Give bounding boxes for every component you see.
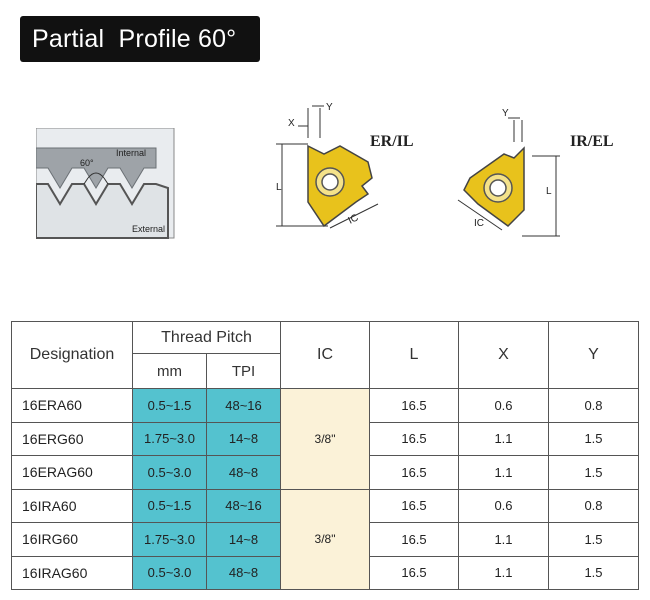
cell-l: 16.5 [369, 421, 459, 456]
cell-x: 0.6 [458, 488, 549, 523]
cell-mm: 1.75~3.0 [132, 421, 207, 456]
ir-dim-l: L [546, 186, 552, 197]
cell-y: 1.5 [548, 555, 639, 590]
cell-l: 16.5 [369, 388, 459, 423]
cell-designation: 16IRG60 [11, 522, 133, 557]
cell-mm: 0.5~3.0 [132, 555, 207, 590]
cell-designation: 16ERAG60 [11, 455, 133, 490]
header-mm: mm [132, 353, 207, 389]
spec-table: Designation Thread Pitch IC L X Y mm TPI… [11, 321, 639, 590]
header-x: X [458, 321, 549, 389]
cell-x: 1.1 [458, 421, 549, 456]
er-dim-ic: IC [346, 212, 360, 226]
cell-tpi: 48~8 [206, 455, 281, 490]
er-dim-x: X [288, 118, 295, 129]
cell-x: 1.1 [458, 555, 549, 590]
thread-profile-diagram: 60° Internal External [36, 128, 175, 239]
cell-tpi: 48~16 [206, 388, 281, 423]
cell-l: 16.5 [369, 522, 459, 557]
internal-label: Internal [116, 148, 146, 158]
cell-x: 1.1 [458, 522, 549, 557]
ir-dim-ic: IC [474, 218, 484, 229]
cell-y: 0.8 [548, 388, 639, 423]
insert-er-diagram: Y X L IC ER/IL [276, 102, 414, 229]
ir-dim-y: Y [502, 108, 509, 119]
cell-designation: 16IRA60 [11, 488, 133, 523]
ir-heading: IR/EL [570, 133, 614, 150]
cell-y: 1.5 [548, 421, 639, 456]
cell-y: 1.5 [548, 455, 639, 490]
cell-mm: 0.5~1.5 [132, 388, 207, 423]
cell-y: 0.8 [548, 488, 639, 523]
cell-designation: 16ERG60 [11, 421, 133, 456]
cell-mm: 0.5~1.5 [132, 488, 207, 523]
header-thread-pitch: Thread Pitch [132, 321, 281, 354]
header-l: L [369, 321, 459, 389]
page-title: Partial Profile 60° [20, 16, 260, 62]
cell-ic: 3/8" [280, 488, 370, 590]
cell-l: 16.5 [369, 488, 459, 523]
cell-designation: 16IRAG60 [11, 555, 133, 590]
cell-l: 16.5 [369, 555, 459, 590]
cell-tpi: 48~8 [206, 555, 281, 590]
insert-ir-diagram: IR/EL Y L IC [457, 108, 614, 237]
header-ic: IC [280, 321, 370, 389]
cell-tpi: 14~8 [206, 522, 281, 557]
header-tpi: TPI [206, 353, 281, 389]
cell-x: 1.1 [458, 455, 549, 490]
cell-mm: 0.5~3.0 [132, 455, 207, 490]
cell-ic: 3/8" [280, 388, 370, 490]
cell-tpi: 14~8 [206, 421, 281, 456]
angle-label: 60° [80, 158, 94, 168]
cell-designation: 16ERA60 [11, 388, 133, 423]
er-heading: ER/IL [370, 133, 414, 150]
cell-mm: 1.75~3.0 [132, 522, 207, 557]
cell-tpi: 48~16 [206, 488, 281, 523]
er-dim-y: Y [326, 102, 333, 113]
er-dim-l: L [276, 182, 282, 193]
cell-x: 0.6 [458, 388, 549, 423]
external-label: External [132, 224, 165, 234]
header-designation: Designation [11, 321, 133, 389]
cell-l: 16.5 [369, 455, 459, 490]
cell-y: 1.5 [548, 522, 639, 557]
header-y: Y [548, 321, 639, 389]
